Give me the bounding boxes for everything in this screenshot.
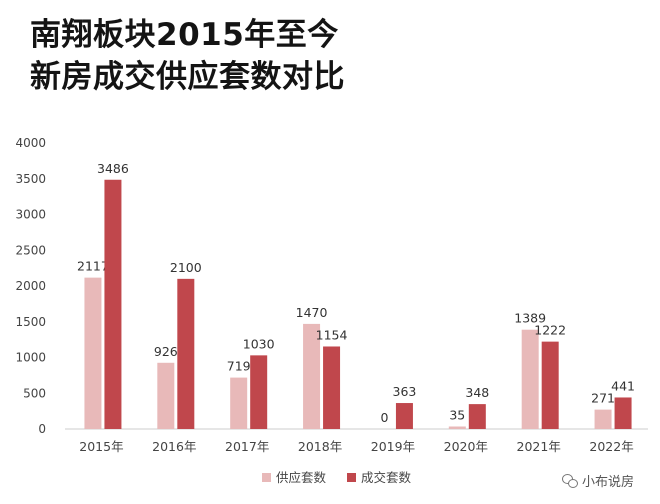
x-tick-label: 2018年 xyxy=(298,439,342,454)
legend-swatch xyxy=(347,473,356,482)
bar-supply xyxy=(84,277,102,429)
y-tick-label: 500 xyxy=(23,386,46,400)
bar-deal xyxy=(614,397,632,429)
chart-title: 南翔板块2015年至今 新房成交供应套数对比 xyxy=(30,14,345,98)
y-tick-label: 2500 xyxy=(15,243,46,257)
x-tick-label: 2019年 xyxy=(371,439,415,454)
bar-supply xyxy=(303,323,321,429)
legend-swatch xyxy=(262,473,271,482)
title-line-2: 新房成交供应套数对比 xyxy=(30,59,345,95)
bar-deal xyxy=(541,341,559,429)
bar-deal xyxy=(323,346,341,429)
y-tick-label: 2000 xyxy=(15,279,46,293)
data-label: 1389 xyxy=(514,311,546,326)
x-tick-label: 2015年 xyxy=(79,439,123,454)
legend-label: 成交套数 xyxy=(361,470,412,485)
x-tick-label: 2021年 xyxy=(517,439,561,454)
watermark: 小布说房 xyxy=(561,471,634,490)
bar-deal xyxy=(468,404,486,429)
data-label: 1154 xyxy=(316,327,348,342)
data-label: 1470 xyxy=(296,305,328,320)
x-tick-label: 2016年 xyxy=(152,439,196,454)
data-label: 35 xyxy=(449,407,465,422)
data-label: 0 xyxy=(380,410,388,425)
data-label: 363 xyxy=(393,384,417,399)
watermark-text: 小布说房 xyxy=(581,475,634,490)
data-label: 1222 xyxy=(534,323,566,338)
bar-supply xyxy=(594,409,612,429)
y-tick-label: 3500 xyxy=(15,172,46,186)
y-tick-label: 4000 xyxy=(15,136,46,150)
y-tick-label: 3000 xyxy=(15,208,46,222)
legend-label: 供应套数 xyxy=(276,470,327,485)
bar-deal xyxy=(104,179,122,429)
y-tick-label: 0 xyxy=(38,422,46,436)
x-tick-label: 2020年 xyxy=(444,439,488,454)
data-label: 271 xyxy=(591,391,615,406)
bar-supply xyxy=(157,362,175,429)
y-tick-label: 1000 xyxy=(15,351,46,365)
data-label: 348 xyxy=(465,385,489,400)
data-label: 1030 xyxy=(243,336,275,351)
bar-supply xyxy=(521,329,539,429)
data-label: 719 xyxy=(227,359,251,374)
bar-deal xyxy=(250,355,268,429)
wechat-icon xyxy=(561,473,578,488)
bar-supply xyxy=(448,426,466,429)
data-label: 926 xyxy=(154,344,178,359)
title-line-1: 南翔板块2015年至今 xyxy=(30,17,339,53)
y-tick-label: 1500 xyxy=(15,315,46,329)
x-tick-label: 2022年 xyxy=(589,439,633,454)
data-label: 2117 xyxy=(77,259,109,274)
bar-deal xyxy=(177,278,195,429)
data-label: 3486 xyxy=(97,161,129,176)
x-tick-label: 2017年 xyxy=(225,439,269,454)
data-label: 2100 xyxy=(170,260,202,275)
data-label: 441 xyxy=(611,378,635,393)
bar-supply xyxy=(230,377,248,429)
bar-deal xyxy=(395,403,413,429)
